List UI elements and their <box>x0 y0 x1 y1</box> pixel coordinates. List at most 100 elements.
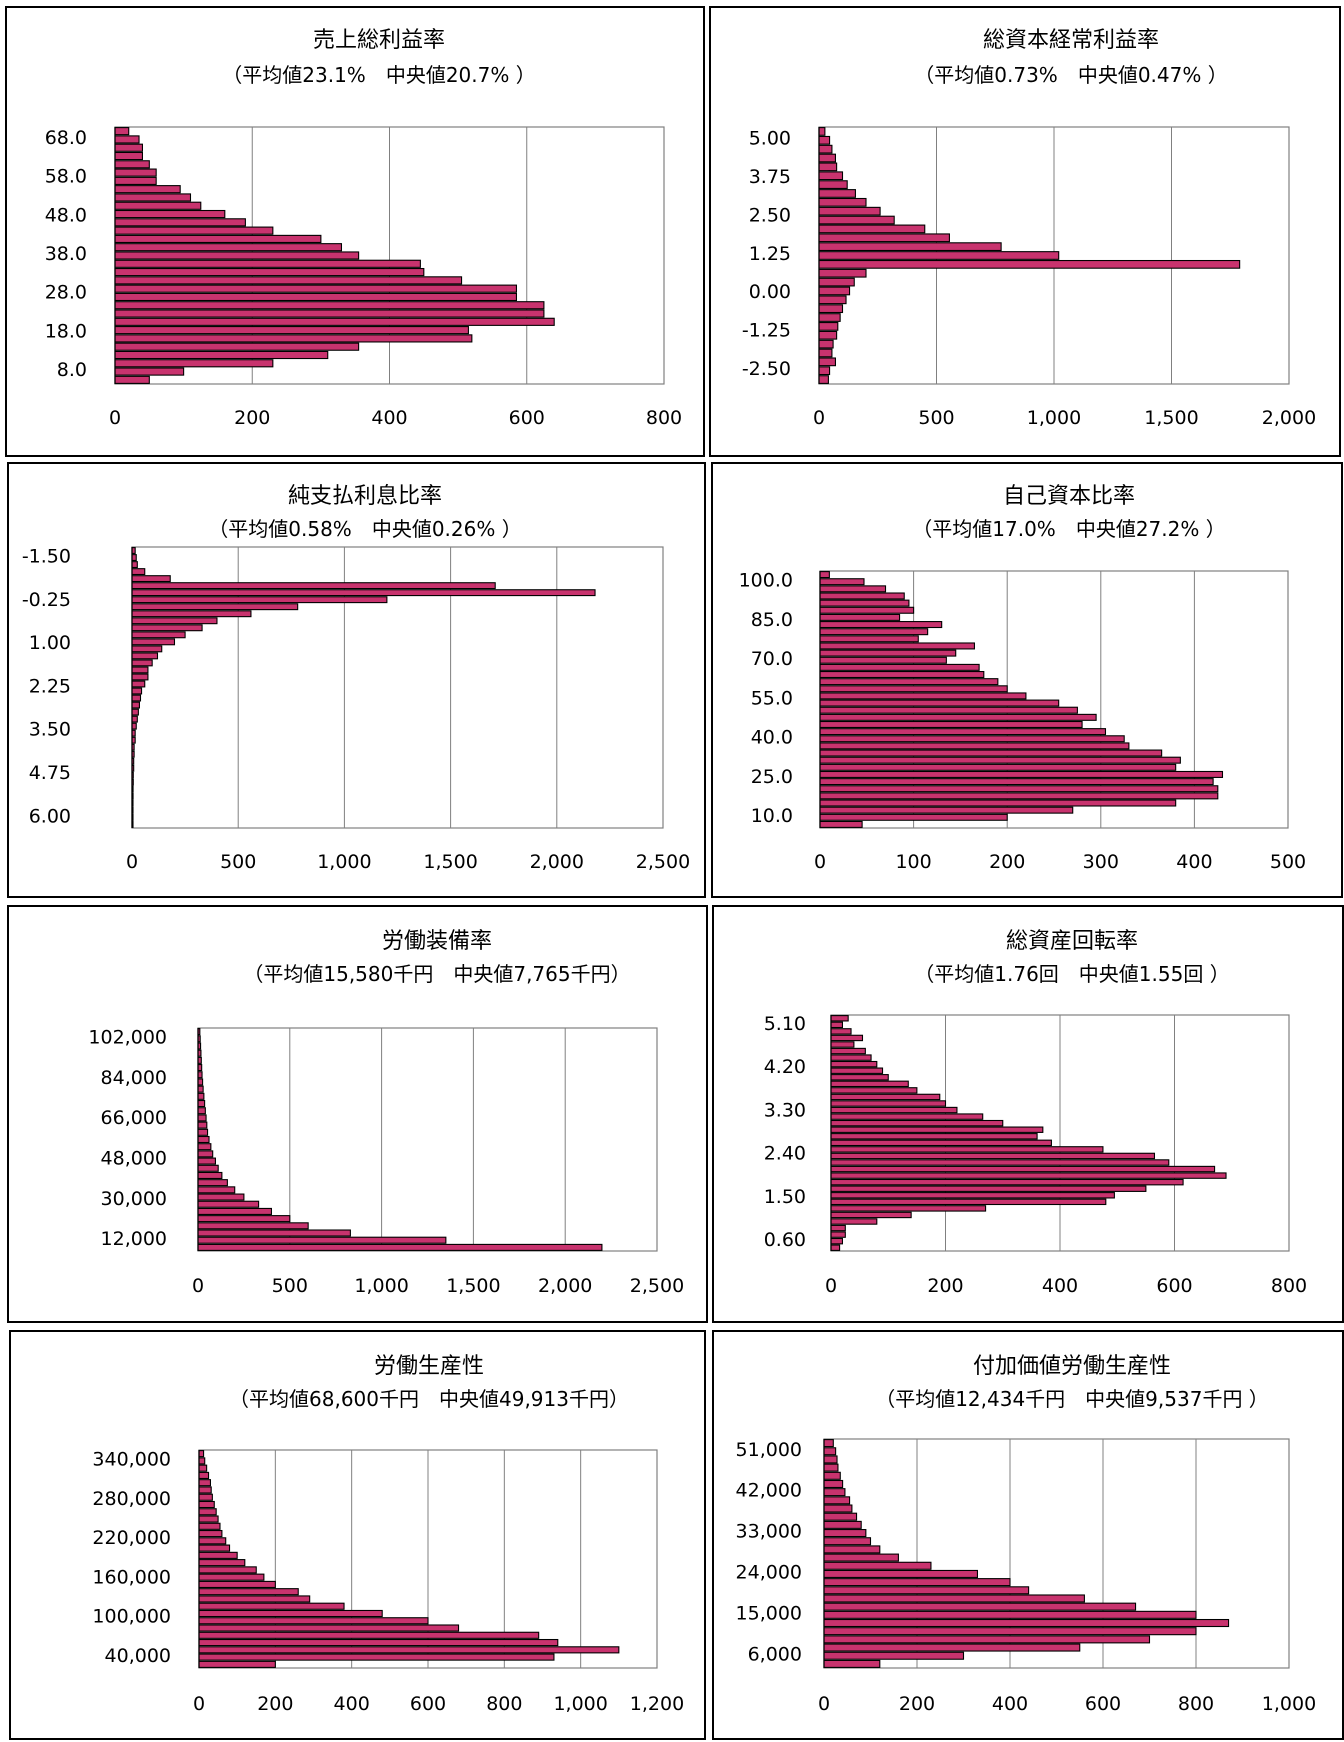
bar <box>198 1457 206 1465</box>
bar <box>197 1236 447 1244</box>
x-tick-label: 200 <box>234 407 270 429</box>
bar <box>131 708 139 716</box>
x-tick-label: 1,500 <box>446 1275 500 1297</box>
bar <box>819 613 901 621</box>
bar <box>131 638 176 646</box>
bar <box>131 603 299 611</box>
bar <box>823 1479 844 1489</box>
bar <box>197 1085 204 1093</box>
bar <box>830 1244 841 1251</box>
bar <box>818 189 856 198</box>
bar <box>197 1179 228 1187</box>
x-tick-label: 200 <box>927 1275 963 1297</box>
x-tick-label: 600 <box>410 1693 446 1715</box>
x-tick-label: 600 <box>1085 1693 1121 1715</box>
bar <box>823 1586 1030 1595</box>
bar <box>819 713 1097 721</box>
bar <box>197 1150 214 1158</box>
y-tick-label: 24,000 <box>736 1561 802 1583</box>
bar <box>823 1455 838 1464</box>
y-tick-label: 102,000 <box>88 1027 167 1049</box>
y-tick-label: 40,000 <box>105 1645 171 1667</box>
bar <box>823 1578 1011 1587</box>
bar <box>197 1207 272 1215</box>
bar <box>830 1106 958 1114</box>
bar <box>819 735 1125 743</box>
bar <box>198 1609 383 1618</box>
bar <box>131 722 137 730</box>
bar <box>819 692 1027 700</box>
bar <box>830 1178 1184 1186</box>
bar <box>823 1610 1197 1619</box>
bar <box>114 301 545 310</box>
y-tick-label: 58.0 <box>45 166 87 188</box>
bar <box>818 135 831 145</box>
plot-area <box>197 1027 658 1252</box>
x-tick-label: 200 <box>989 851 1025 873</box>
y-tick-label: 220,000 <box>92 1527 171 1549</box>
bar <box>830 1133 1038 1140</box>
bar <box>830 1100 947 1107</box>
chart-panel-value-added-productivity: 付加価値労働生産性 （平均値12,434千円 中央値9,537千円 ） 0 200 40… <box>712 1330 1344 1740</box>
bar <box>131 652 159 660</box>
bar <box>818 224 926 234</box>
x-tick-label: 0 <box>825 1275 837 1297</box>
bar <box>818 295 847 305</box>
bar <box>830 1034 864 1042</box>
bar <box>830 1165 1216 1173</box>
x-tick-label: 200 <box>257 1693 293 1715</box>
y-tick-label: 2.40 <box>764 1143 806 1165</box>
chart-subtitle: （平均値68,600千円 中央値49,913千円） <box>229 1387 629 1411</box>
x-tick-label: 2,500 <box>636 851 690 873</box>
bar <box>114 209 226 219</box>
bar <box>114 168 157 177</box>
bar <box>131 680 146 688</box>
y-tick-label: 1.25 <box>749 243 791 265</box>
bar <box>818 366 831 376</box>
bar <box>830 1192 1115 1199</box>
bar <box>818 357 837 367</box>
bar <box>114 218 246 227</box>
y-tick-label: 42,000 <box>736 1480 802 1502</box>
bar <box>830 1152 1156 1160</box>
chart-panel-asset-turnover: 総資産回転率 （平均値1.76回 中央値1.55回 ） 0 200 400 600 800 5… <box>712 905 1344 1323</box>
bar <box>819 678 999 686</box>
x-tick-label: 400 <box>992 1693 1028 1715</box>
bar <box>131 624 203 632</box>
y-tick-label: 85.0 <box>751 609 793 631</box>
chart-subtitle: （平均値15,580千円 中央値7,765千円） <box>243 962 630 986</box>
y-tick-label: -2.50 <box>742 358 791 380</box>
y-tick-label: 5.10 <box>764 1013 806 1035</box>
bar <box>197 1114 207 1122</box>
bar <box>197 1200 260 1208</box>
bar <box>830 1231 846 1238</box>
x-tick-label: 0 <box>192 1275 204 1297</box>
bar <box>819 585 887 593</box>
bar <box>198 1515 219 1523</box>
y-tick-label: 6,000 <box>748 1643 802 1665</box>
bar <box>819 806 1074 814</box>
chart-svg: 純支払利息比率 （平均値0.58% 中央値0.26% ） 0 500 1,000 1,50… <box>22 484 690 873</box>
bar <box>823 1553 899 1562</box>
x-tick-label: 2,000 <box>1262 407 1316 429</box>
chart-panel-equity-ratio: 自己資本比率 （平均値17.0% 中央値27.2% ） 0 100 200 300 400 5… <box>711 462 1343 898</box>
plot-area <box>819 570 1289 829</box>
bar <box>197 1121 208 1129</box>
bar <box>197 1135 210 1144</box>
chart-panel-net-interest-ratio: 純支払利息比率 （平均値0.58% 中央値0.26% ） 0 500 1,000 1,50… <box>7 462 706 898</box>
bar <box>823 1447 837 1456</box>
bar <box>830 1080 909 1088</box>
bar <box>830 1119 1004 1127</box>
bar <box>197 1128 209 1136</box>
x-tick-label: 1,200 <box>630 1693 684 1715</box>
plot-area <box>131 546 664 829</box>
bar <box>823 1651 965 1660</box>
chart-svg: 自己資本比率 （平均値17.0% 中央値27.2% ） 0 100 200 300 400 5… <box>739 484 1307 873</box>
x-tick-label: 600 <box>509 407 545 429</box>
bar <box>198 1522 221 1530</box>
bar <box>114 309 545 318</box>
x-tick-label: 400 <box>1176 851 1212 873</box>
bar <box>131 694 142 702</box>
x-tick-label: 0 <box>818 1693 830 1715</box>
chart-panel-ordinary-profit-ratio: 総資本経常利益率 （平均値0.73% 中央値0.47% ） 0 500 1,000 1,5… <box>709 6 1341 457</box>
